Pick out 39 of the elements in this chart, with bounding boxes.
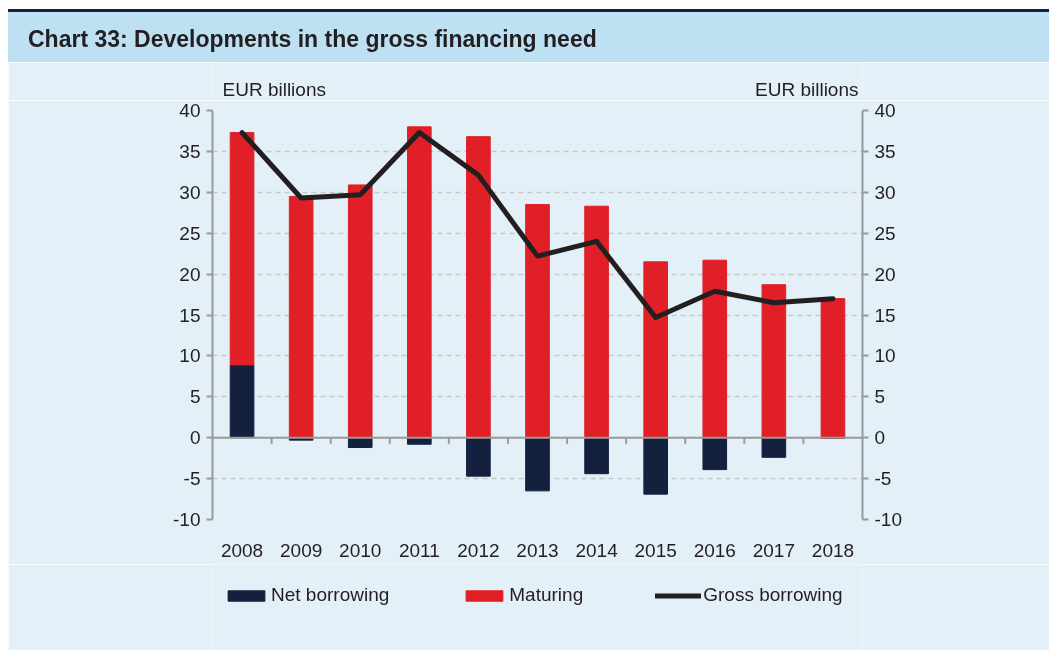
y-tick-label: 35 (179, 140, 201, 162)
y2-tick-label: -5 (874, 468, 892, 490)
y-tick-label: -10 (173, 509, 201, 530)
x-tick-label: 2008 (220, 539, 264, 561)
legend-label: Maturing (509, 584, 584, 606)
y-tick-label: 15 (179, 304, 201, 326)
y2-tick-label: -10 (874, 509, 902, 530)
y2-tick-label: 40 (874, 100, 896, 121)
chart-title: Chart 33: Developments in the gross financing need (28, 25, 597, 54)
y-axis-title: EUR billions (222, 78, 326, 100)
y2-tick-label: 0 (874, 427, 886, 449)
x-tick-label: 2009 (280, 539, 323, 561)
y2-tick-label: 5 (874, 386, 886, 408)
x-tick-label: 2016 (693, 539, 736, 561)
y2-tick-label: 10 (874, 345, 896, 367)
legend-label: Gross borrowing (703, 584, 843, 606)
y-tick-label: 10 (179, 345, 201, 367)
x-tick-label: 2012 (457, 539, 500, 561)
y-tick-label: 40 (179, 100, 201, 121)
x-tick-label: 2015 (634, 539, 677, 561)
x-tick-label: 2010 (339, 539, 382, 561)
y2-tick-label: 30 (874, 181, 896, 203)
y2-axis-title: EUR billions (755, 78, 859, 100)
x-tick-label: 2011 (398, 539, 440, 561)
y-tick-label: 0 (189, 427, 201, 449)
y-tick-label: 25 (179, 222, 201, 244)
y2-tick-label: 20 (874, 263, 896, 285)
y-tick-label: -5 (183, 468, 201, 490)
y2-tick-label: 15 (874, 304, 896, 326)
legend-label: Net borrowing (271, 584, 390, 606)
x-tick-label: 2017 (752, 539, 796, 561)
x-tick-label: 2014 (575, 539, 619, 561)
y2-tick-label: 35 (874, 140, 896, 162)
x-tick-label: 2013 (516, 539, 559, 561)
x-tick-label: 2018 (811, 539, 855, 561)
y-tick-label: 30 (179, 181, 201, 203)
y-tick-label: 5 (189, 386, 201, 408)
y-tick-label: 20 (179, 263, 201, 285)
y2-tick-label: 25 (874, 222, 896, 244)
